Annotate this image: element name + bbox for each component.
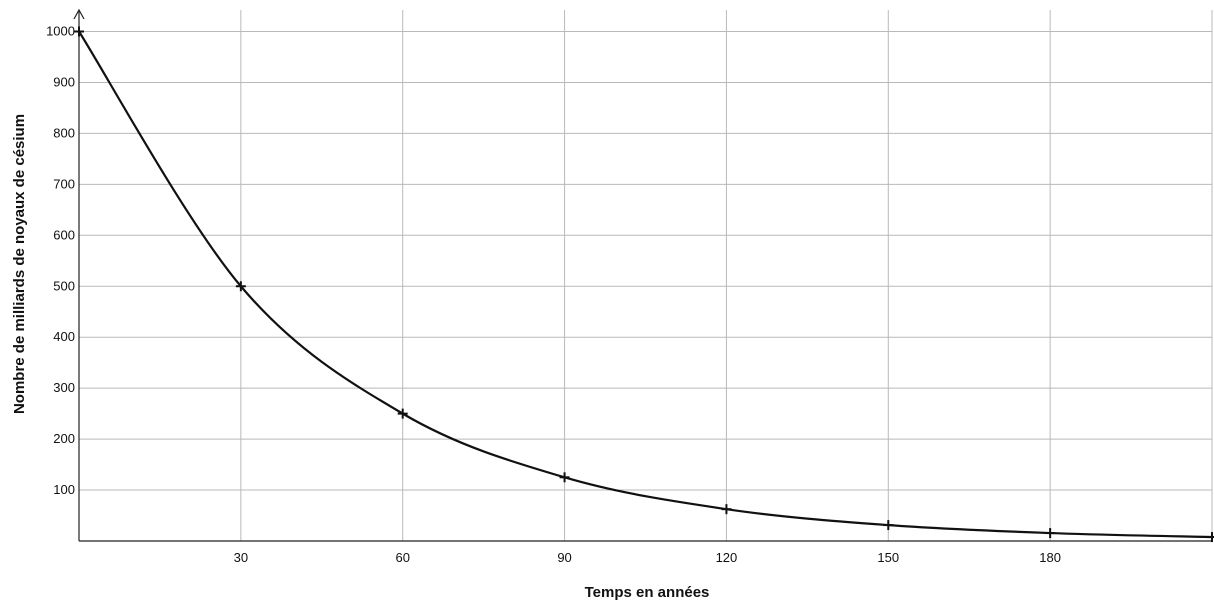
x-axis-title: Temps en années	[585, 584, 710, 601]
y-tick-label-200: 200	[53, 431, 75, 446]
grid	[79, 10, 1213, 541]
y-tick-label-1000: 1000	[46, 24, 75, 39]
y-tick-label-800: 800	[53, 125, 75, 140]
y-tick-label-900: 900	[53, 74, 75, 89]
axes	[73, 8, 1212, 542]
data-point-markers	[74, 26, 1214, 543]
x-tick-label-90: 90	[557, 550, 571, 565]
data-point-150	[883, 520, 894, 531]
x-tick-label-180: 180	[1039, 550, 1061, 565]
y-tick-label-400: 400	[53, 329, 75, 344]
x-tick-label-150: 150	[877, 550, 899, 565]
series-curve-layer	[78, 30, 1213, 539]
x-tick-label-120: 120	[716, 550, 738, 565]
y-axis-title: Nombre de milliards de noyaux de césium	[11, 114, 28, 414]
y-tick-label-600: 600	[53, 227, 75, 242]
y-tick-label-300: 300	[53, 380, 75, 395]
data-point-60	[397, 408, 408, 419]
y-tick-label-100: 100	[53, 482, 75, 497]
y-tick-label-500: 500	[53, 278, 75, 293]
x-tick-labels: 30 60 90 120 150 180	[234, 550, 1061, 565]
x-tick-label-30: 30	[234, 550, 248, 565]
y-tick-labels: 100 200 300 400 500 600 700 800 900 1000	[46, 24, 75, 498]
y-axis-arrow-icon	[73, 8, 85, 20]
data-point-0	[74, 26, 84, 37]
data-point-30	[235, 281, 246, 292]
y-tick-label-700: 700	[53, 176, 75, 191]
series-line	[78, 30, 1213, 539]
x-tick-label-60: 60	[395, 550, 409, 565]
data-point-180	[1045, 528, 1056, 539]
data-point-90	[559, 472, 570, 483]
data-point-210	[1207, 532, 1214, 543]
data-point-120	[721, 504, 732, 515]
